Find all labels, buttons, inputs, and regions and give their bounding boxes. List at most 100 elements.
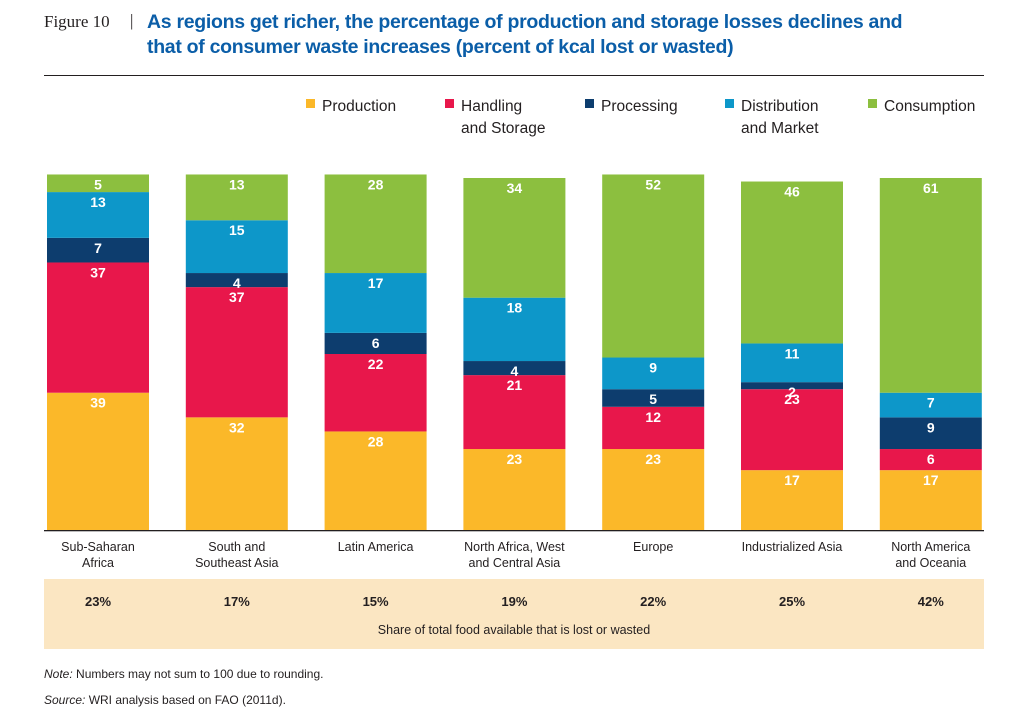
share-value-4: 22% (640, 594, 666, 609)
bar-value-label-3-0: 23 (507, 451, 523, 467)
legend-label-4-0: Consumption (884, 98, 975, 115)
bar-value-label-3-3: 18 (507, 300, 523, 316)
figure-title-line-1: As regions get richer, the percentage of… (147, 11, 903, 33)
bar-segment-0-4 (47, 174, 149, 193)
bar-value-label-2-1: 22 (368, 356, 384, 372)
bar-value-label-0-3: 13 (90, 194, 106, 210)
bar-segment-6-1 (879, 449, 982, 471)
bar-segment-6-0 (879, 470, 982, 530)
bar-value-label-1-0: 32 (229, 419, 245, 435)
bar-segment-4-3 (602, 357, 705, 390)
legend-label-0-0: Production (322, 98, 396, 115)
category-label-1-1: Southeast Asia (195, 556, 278, 570)
legend-label-1-0: Handling (461, 98, 522, 115)
bar-value-label-2-0: 28 (368, 433, 384, 449)
share-value-1: 17% (224, 594, 250, 609)
bar-segment-2-3 (324, 273, 427, 333)
legend-swatch-2 (585, 99, 594, 108)
bar-segment-2-4 (324, 174, 427, 274)
bar-segment-6-3 (879, 392, 982, 418)
bar-value-label-5-3: 11 (785, 345, 800, 361)
bar-segment-4-1 (602, 406, 705, 450)
note-label: Note: (44, 667, 73, 681)
category-label-0-1: Africa (82, 556, 114, 570)
share-value-0: 23% (85, 594, 111, 609)
bar-segment-1-3 (185, 220, 288, 274)
title-rule (44, 75, 984, 76)
figure-title-line-2: that of consumer waste increases (percen… (147, 36, 734, 58)
bar-value-label-5-2: 2 (788, 384, 796, 400)
bar-segment-1-1 (185, 287, 288, 418)
bar-segment-2-0 (324, 431, 427, 530)
bar-value-label-2-2: 6 (372, 335, 380, 351)
bar-segment-5-1 (741, 389, 843, 471)
bar-segment-5-2 (741, 382, 843, 390)
share-value-6: 42% (918, 594, 944, 609)
category-label-5-0: Industrialized Asia (742, 540, 843, 554)
bar-segment-0-0 (47, 392, 149, 530)
bar-value-label-6-1: 6 (927, 451, 935, 467)
bar-value-label-0-0: 39 (90, 395, 106, 411)
bar-value-label-4-1: 12 (645, 409, 661, 425)
category-label-0-0: Sub-Saharan (61, 540, 135, 554)
figure-title: As regions get richer, the percentage of… (147, 10, 1007, 60)
bar-segment-5-4 (741, 181, 843, 344)
bar-value-label-1-1: 37 (229, 289, 245, 305)
source-line: Source: WRI analysis based on FAO (2011d… (44, 693, 286, 707)
share-value-5: 25% (779, 594, 805, 609)
category-label-2-0: Latin America (338, 540, 414, 554)
bar-value-label-4-4: 52 (645, 176, 661, 192)
bar-value-label-4-0: 23 (645, 451, 661, 467)
bar-value-label-2-3: 17 (368, 275, 384, 291)
share-value-3: 19% (501, 594, 527, 609)
bar-value-label-1-3: 15 (229, 222, 245, 238)
bar-segment-0-3 (47, 192, 149, 238)
bar-value-label-3-1: 21 (507, 377, 523, 393)
share-value-2: 15% (363, 594, 389, 609)
category-label-4-0: Europe (633, 540, 673, 554)
bar-segment-3-1 (463, 375, 566, 450)
bar-value-label-3-4: 34 (507, 180, 523, 196)
bar-segment-2-1 (324, 354, 427, 432)
legend-swatch-1 (445, 99, 454, 108)
bar-segment-6-4 (879, 178, 982, 393)
bar-segment-4-2 (602, 389, 705, 407)
x-axis-line (44, 530, 984, 532)
bar-value-label-0-1: 37 (90, 264, 106, 280)
bar-value-label-1-2: 4 (233, 275, 241, 291)
legend-label-3-1: and Market (741, 120, 819, 137)
bar-value-label-1-4: 13 (229, 176, 245, 192)
bar-value-label-4-3: 9 (649, 360, 657, 376)
bar-value-label-0-2: 7 (94, 240, 102, 256)
bar-segment-5-0 (741, 470, 843, 530)
category-label-1-0: South and (208, 540, 265, 554)
bar-segment-3-3 (463, 297, 566, 362)
bar-value-label-4-2: 5 (649, 391, 657, 407)
bar-value-label-6-0: 17 (923, 472, 939, 488)
category-label-6-0: North America (891, 540, 970, 554)
bar-value-label-5-0: 17 (784, 472, 800, 488)
note-text: Numbers may not sum to 100 due to roundi… (72, 667, 324, 681)
bar-segment-3-4 (463, 178, 566, 298)
bar-value-label-6-2: 9 (927, 419, 935, 435)
bar-value-label-5-1: 23 (784, 391, 800, 407)
source-label: Source: (44, 693, 86, 707)
bar-value-label-6-4: 61 (923, 180, 939, 196)
bar-segment-1-0 (185, 417, 288, 530)
bar-segment-2-2 (324, 332, 427, 354)
legend-label-2-0: Processing (601, 98, 678, 115)
bar-segment-4-4 (602, 174, 705, 358)
bar-segment-5-3 (741, 343, 843, 383)
figure-separator: | (130, 11, 134, 30)
bar-segment-6-2 (879, 417, 982, 450)
bar-segment-1-2 (185, 273, 288, 288)
bar-segment-0-1 (47, 262, 149, 393)
legend-label-1-1: and Storage (461, 120, 545, 137)
legend-label-3-0: Distribution (741, 98, 819, 115)
bar-value-label-5-4: 46 (784, 184, 800, 200)
note-line: Note: Numbers may not sum to 100 due to … (44, 667, 324, 681)
bar-value-label-3-2: 4 (511, 363, 519, 379)
legend-swatch-4 (868, 99, 877, 108)
bar-segment-4-0 (602, 449, 705, 530)
